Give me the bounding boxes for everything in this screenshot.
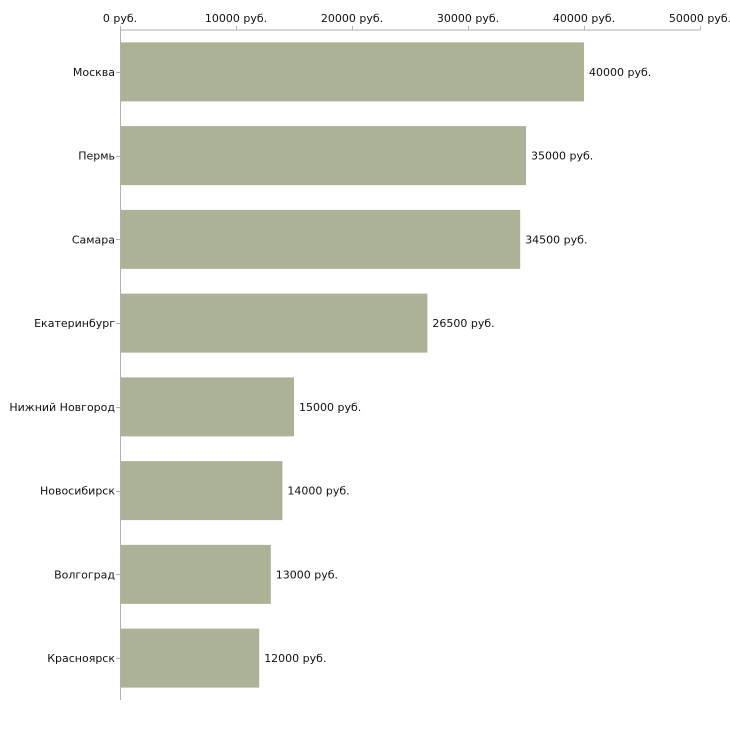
bar [121,544,271,604]
category-label: Волгоград [54,568,115,581]
y-axis: Москва Пермь Самара Екатеринбург Нижний Новг… [9,30,121,700]
value-label: 12000 руб. [264,652,326,665]
bar [121,377,294,437]
category-label: Екатеринбург [34,317,115,330]
value-label: 35000 руб. [531,150,593,163]
value-label: 40000 руб. [589,66,651,79]
value-label: 14000 руб. [287,485,349,498]
x-tick-label: 10000 руб. [205,12,267,25]
category-label: Пермь [78,150,115,163]
category-label: Нижний Новгород [9,401,115,414]
bar [121,126,526,186]
value-label: 26500 руб. [432,317,494,330]
bar [121,293,428,353]
x-tick-label: 40000 руб. [553,12,615,25]
bar [121,209,521,269]
bar [121,628,260,688]
x-tick-label: 50000 руб. [669,12,730,25]
bar [121,461,283,521]
category-label: Москва [73,66,115,79]
bars [121,42,584,688]
category-label: Новосибирск [40,485,115,498]
value-label: 13000 руб. [276,568,338,581]
value-label: 15000 руб. [299,401,361,414]
x-tick-label: 30000 руб. [437,12,499,25]
x-tick-label: 20000 руб. [321,12,383,25]
category-label: Самара [72,233,115,246]
value-labels: 40000 руб. 35000 руб. 34500 руб. 26500 руб.… [264,66,651,665]
value-label: 34500 руб. [525,233,587,246]
x-tick-label: 0 руб. [103,12,137,25]
x-axis: 0 руб. 10000 руб. 20000 руб. 30000 руб. 4000… [103,12,730,31]
bar [121,42,584,102]
category-label: Красноярск [47,652,115,665]
